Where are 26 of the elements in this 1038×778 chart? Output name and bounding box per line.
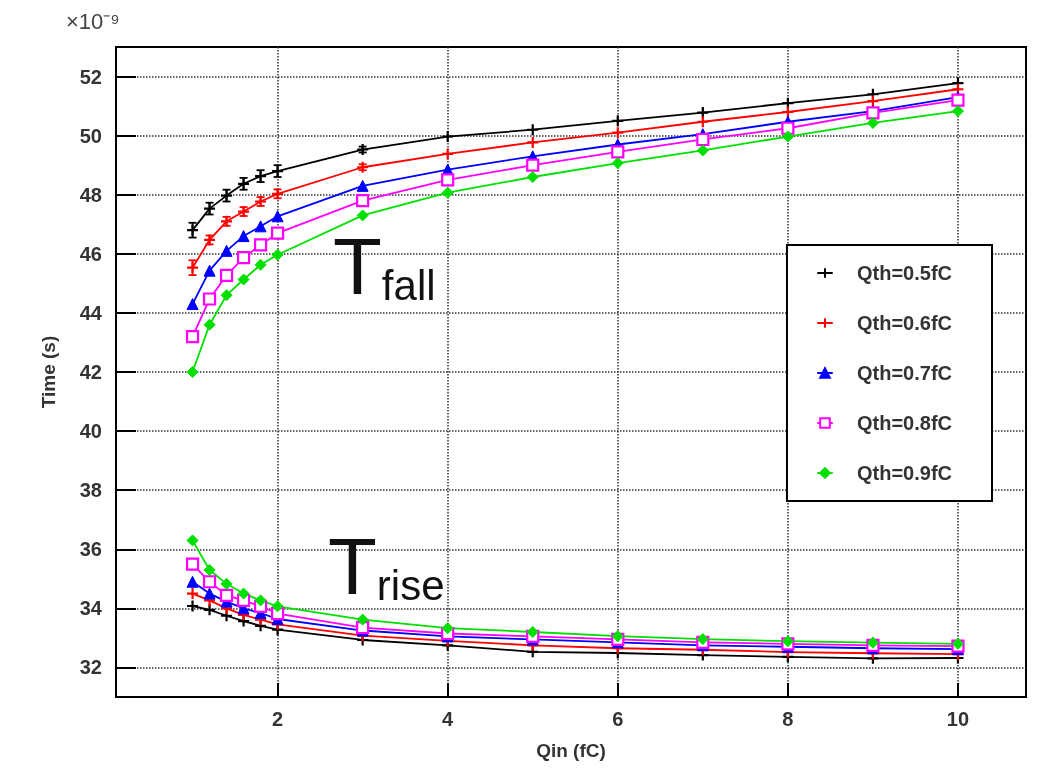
text: ×10⁻⁹ [66,8,120,34]
y-tick-label: 52 [79,65,102,88]
x-tick-label: 2 [272,708,284,730]
y-tick-label: 38 [79,479,102,502]
legend-label: Qth=0.9fC [856,462,953,484]
y-tick-label: 40 [79,420,102,443]
y-tick-label: 44 [79,301,103,324]
x-tick-label: 8 [782,708,794,730]
annotation: Trise [328,521,445,611]
y-tick-label: 48 [79,183,102,206]
y-tick-label: 50 [79,124,102,147]
y-axis-title: Time (s) [38,335,59,409]
y-tick-label: 42 [79,361,102,383]
legend-label: Qth=0.8fC [856,412,953,434]
y-tick-label: 46 [79,242,102,265]
legend-label: Qth=0.7fC [856,362,953,384]
y-tick-label: 32 [79,656,102,679]
x-tick-label: 6 [612,708,624,730]
x-tick-label: 4 [442,708,455,730]
annotation: Tfall [333,221,436,311]
y-tick-label: 36 [79,538,102,561]
x-tick-label: 10 [946,708,970,730]
legend-label: Qth=0.5fC [856,262,953,284]
x-axis-title: Qin (fC) [536,740,606,761]
y-tick-label: 34 [79,597,103,620]
legend-label: Qth=0.6fC [856,312,953,334]
